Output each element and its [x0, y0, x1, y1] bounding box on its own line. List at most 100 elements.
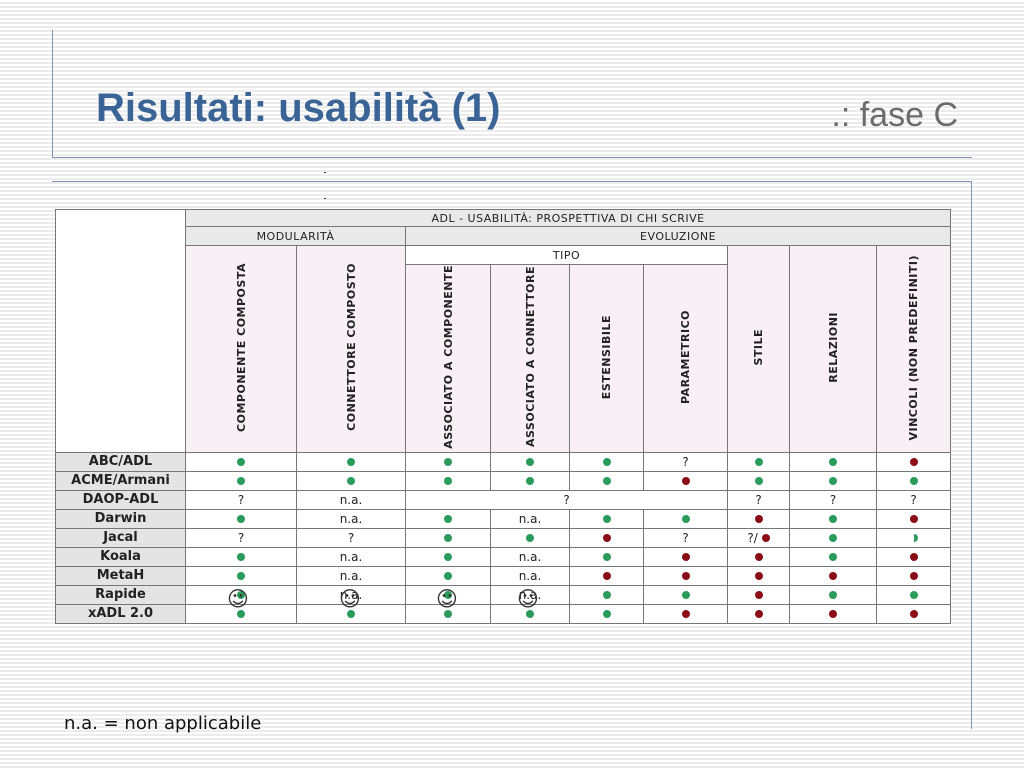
cell-text: n.a.	[339, 549, 363, 564]
table-cell	[875, 470, 952, 491]
table-corner	[55, 209, 186, 453]
group-modularita: MODULARITÀ	[185, 226, 406, 246]
table-row: MetaH n.a. n.a.	[55, 565, 952, 586]
table-cell	[405, 470, 491, 491]
red-dot-icon	[909, 572, 918, 581]
content-top-rule	[52, 181, 972, 182]
green-dot-icon	[347, 610, 355, 619]
table-cell	[727, 546, 790, 567]
table-cell	[405, 527, 491, 548]
table-cell	[405, 508, 491, 529]
table-cell: ?	[875, 489, 952, 510]
cell-text: n.a.	[518, 511, 542, 526]
table-cell	[185, 451, 297, 472]
red-dot-icon	[829, 572, 837, 581]
slide-subtitle: .: fase C	[831, 96, 958, 134]
red-dot-icon	[681, 477, 690, 486]
table-cell: ?	[643, 451, 728, 472]
green-dot-icon	[444, 534, 452, 543]
red-dot-icon	[681, 572, 690, 581]
smiley-icon: ☺	[517, 587, 539, 611]
table-row: Jacal??? ?/	[55, 527, 952, 548]
table-cell: ?	[789, 489, 877, 510]
green-dot-icon	[602, 477, 611, 486]
table-cell	[789, 470, 877, 491]
red-dot-icon	[754, 591, 763, 600]
table-cell	[875, 546, 952, 567]
green-dot-icon	[444, 610, 452, 619]
green-dot-icon	[237, 458, 245, 467]
table-cell	[569, 527, 644, 548]
cell-text: n.a.	[518, 549, 542, 564]
table-cell	[727, 451, 790, 472]
table-cell	[643, 470, 728, 491]
red-dot-icon	[909, 515, 918, 524]
red-dot-icon	[909, 553, 918, 562]
green-dot-icon	[444, 553, 452, 562]
row-name: xADL 2.0	[55, 603, 186, 624]
green-dot-icon	[444, 477, 452, 486]
table-body: ABC/ADL? ACME/Armani DAOP-ADL? n.a.???? Darw…	[55, 451, 952, 624]
green-dot-icon	[347, 477, 355, 486]
col-header: VINCOLI (NON PREDEFINITI)	[875, 245, 952, 453]
red-dot-icon	[829, 610, 837, 619]
green-dot-icon	[237, 591, 245, 600]
green-dot-icon	[526, 610, 534, 619]
col-header: PARAMETRICO	[643, 264, 728, 453]
smiley-icon: ☺	[339, 587, 361, 611]
cell-text: ?	[682, 454, 689, 469]
green-dot-icon	[909, 591, 918, 600]
green-dot-icon	[754, 477, 763, 486]
main-header: ADL - USABILITÀ: PROSPETTIVA DI CHI SCRI…	[184, 209, 952, 227]
table-cell	[789, 451, 877, 472]
cell-text: n.a.	[339, 511, 363, 526]
table-cell	[296, 470, 406, 491]
cell-text: n.a.	[339, 568, 363, 583]
row-name: Rapide	[55, 584, 186, 605]
cell-text: n.a.	[339, 492, 363, 507]
group-tipo: TIPO	[405, 245, 728, 265]
table-row: DAOP-ADL? n.a.????	[55, 489, 952, 510]
green-dot-icon	[754, 458, 763, 467]
smiley-icon: ☺	[436, 587, 458, 611]
table-cell: ?	[405, 489, 728, 510]
green-dot-icon	[526, 534, 534, 543]
green-dot-icon	[526, 477, 534, 486]
table-row: Darwin n.a. n.a.	[55, 508, 952, 529]
cell-text: ?	[347, 530, 355, 545]
green-dot-icon	[829, 477, 837, 486]
table-cell	[185, 546, 297, 567]
green-dot-icon	[444, 572, 452, 581]
green-dot-icon	[237, 572, 245, 581]
col-header: ESTENSIBILE	[569, 264, 644, 453]
row-name: Darwin	[55, 508, 186, 529]
red-dot-icon	[602, 534, 611, 543]
slide-title: Risultati: usabilità (1)	[96, 86, 501, 130]
table-row: xADL 2.0	[55, 603, 952, 624]
green-dot-icon	[444, 515, 452, 524]
green-dot-icon	[237, 610, 245, 619]
col-label: PARAMETRICO	[679, 309, 692, 404]
row-name: ABC/ADL	[55, 451, 186, 472]
cell-text: ?/	[747, 530, 762, 545]
col-label: RELAZIONI	[826, 312, 840, 383]
red-dot-icon	[681, 610, 690, 619]
col-header: COMPONENTE COMPOSTA	[185, 245, 297, 453]
smiley-icon: ☺	[227, 587, 249, 611]
table-cell	[875, 603, 952, 624]
green-dot-icon	[444, 458, 452, 467]
table-cell	[185, 508, 297, 529]
table-cell	[789, 527, 877, 548]
table-cell: n.a.	[296, 489, 406, 510]
green-dot-icon	[602, 610, 611, 619]
green-dot-icon	[444, 591, 452, 600]
table-cell	[405, 451, 491, 472]
half-dot-icon	[913, 534, 918, 543]
table-cell	[490, 470, 570, 491]
table-cell: ?	[727, 489, 790, 510]
red-dot-icon	[754, 515, 763, 524]
table-cell	[727, 508, 790, 529]
table-cell	[789, 546, 877, 567]
table-cell	[643, 546, 728, 567]
smiley-row: ☺ ☺ ☺ ☺	[0, 586, 1024, 612]
